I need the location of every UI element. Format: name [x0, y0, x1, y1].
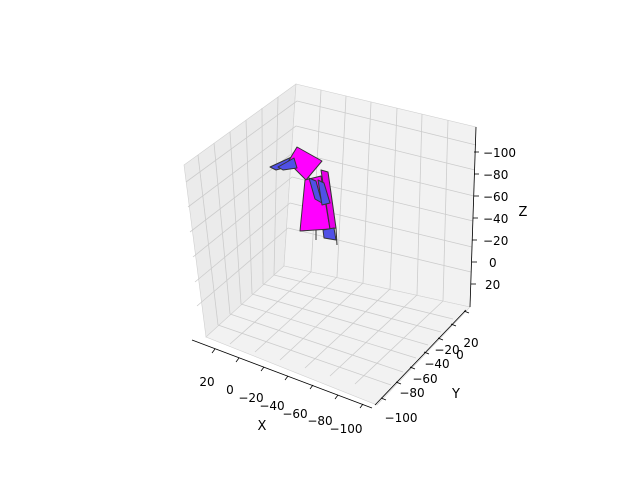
surface-polygon	[322, 227, 337, 241]
x-tick-label: 0	[226, 383, 234, 397]
surface-polygon	[317, 179, 331, 206]
surface-polygons	[269, 146, 338, 246]
surface-polygon	[287, 146, 323, 181]
z-tick: 0	[472, 256, 497, 270]
surface-edge	[335, 227, 338, 246]
y-tick: −100	[380, 397, 418, 425]
x-tick-label: −20	[238, 391, 263, 405]
y-tick-label: 20	[463, 336, 478, 350]
y-axis-label: Y	[451, 387, 460, 402]
y-tick-label: −40	[424, 357, 449, 371]
z-tick-label: −100	[483, 146, 516, 160]
x-tick-label: −100	[330, 422, 363, 436]
x-tick: 0	[226, 357, 240, 397]
y-tick-label: −60	[412, 372, 437, 386]
x-tick: −60	[282, 384, 314, 421]
y-axis-line	[374, 309, 467, 406]
x-tick-label: −80	[307, 414, 332, 428]
y-tick: 0	[450, 323, 464, 362]
x-tick: −100	[330, 403, 364, 436]
z-tick: −60	[474, 190, 508, 204]
z-tick-label: −60	[483, 190, 508, 204]
y-axis-ticks: −100 −80 −60 −40 −20 0 20	[380, 310, 479, 425]
y-tick: −40	[423, 351, 450, 371]
x-tick-label: 20	[199, 375, 214, 389]
y-tick-label: −100	[385, 411, 418, 425]
surface-polygon	[277, 157, 298, 171]
axis-lines	[191, 126, 477, 409]
x-tick: −40	[259, 375, 289, 413]
y-tick: −80	[395, 381, 425, 400]
z-axis-ticks: −100 −80 −60 −40 −20 0 20	[471, 146, 516, 292]
z-axis-line	[469, 126, 477, 308]
x-axis-ticks: 20 0 −20 −40 −60 −80 −100	[199, 348, 364, 436]
z-tick: −80	[474, 168, 508, 182]
x-tick-label: −60	[282, 407, 307, 421]
z-tick-label: 0	[489, 256, 497, 270]
y-tick-label: −80	[399, 386, 424, 400]
y-tick: −20	[434, 337, 460, 357]
y-tick-label: −20	[434, 343, 459, 357]
x-tick: 20	[199, 348, 216, 389]
y-tick: −60	[409, 366, 438, 386]
z-tick: 20	[471, 278, 500, 292]
x-axis-label: X	[258, 419, 267, 434]
z-tick: −100	[474, 146, 516, 160]
z-tick-label: −40	[483, 212, 508, 226]
y-tick-label: 0	[456, 348, 464, 362]
z-tick: −40	[473, 212, 508, 226]
z-axis-label: Z	[519, 205, 528, 220]
x-axis-line	[191, 339, 373, 409]
x-tick-label: −40	[259, 399, 284, 413]
x-tick: −20	[238, 366, 265, 405]
z-tick-label: −80	[483, 168, 508, 182]
x-tick: −80	[307, 394, 339, 428]
z-tick-label: 20	[485, 278, 500, 292]
z-tick-label: −20	[483, 234, 508, 248]
z-tick: −20	[472, 234, 508, 248]
y-tick: 20	[463, 310, 479, 350]
